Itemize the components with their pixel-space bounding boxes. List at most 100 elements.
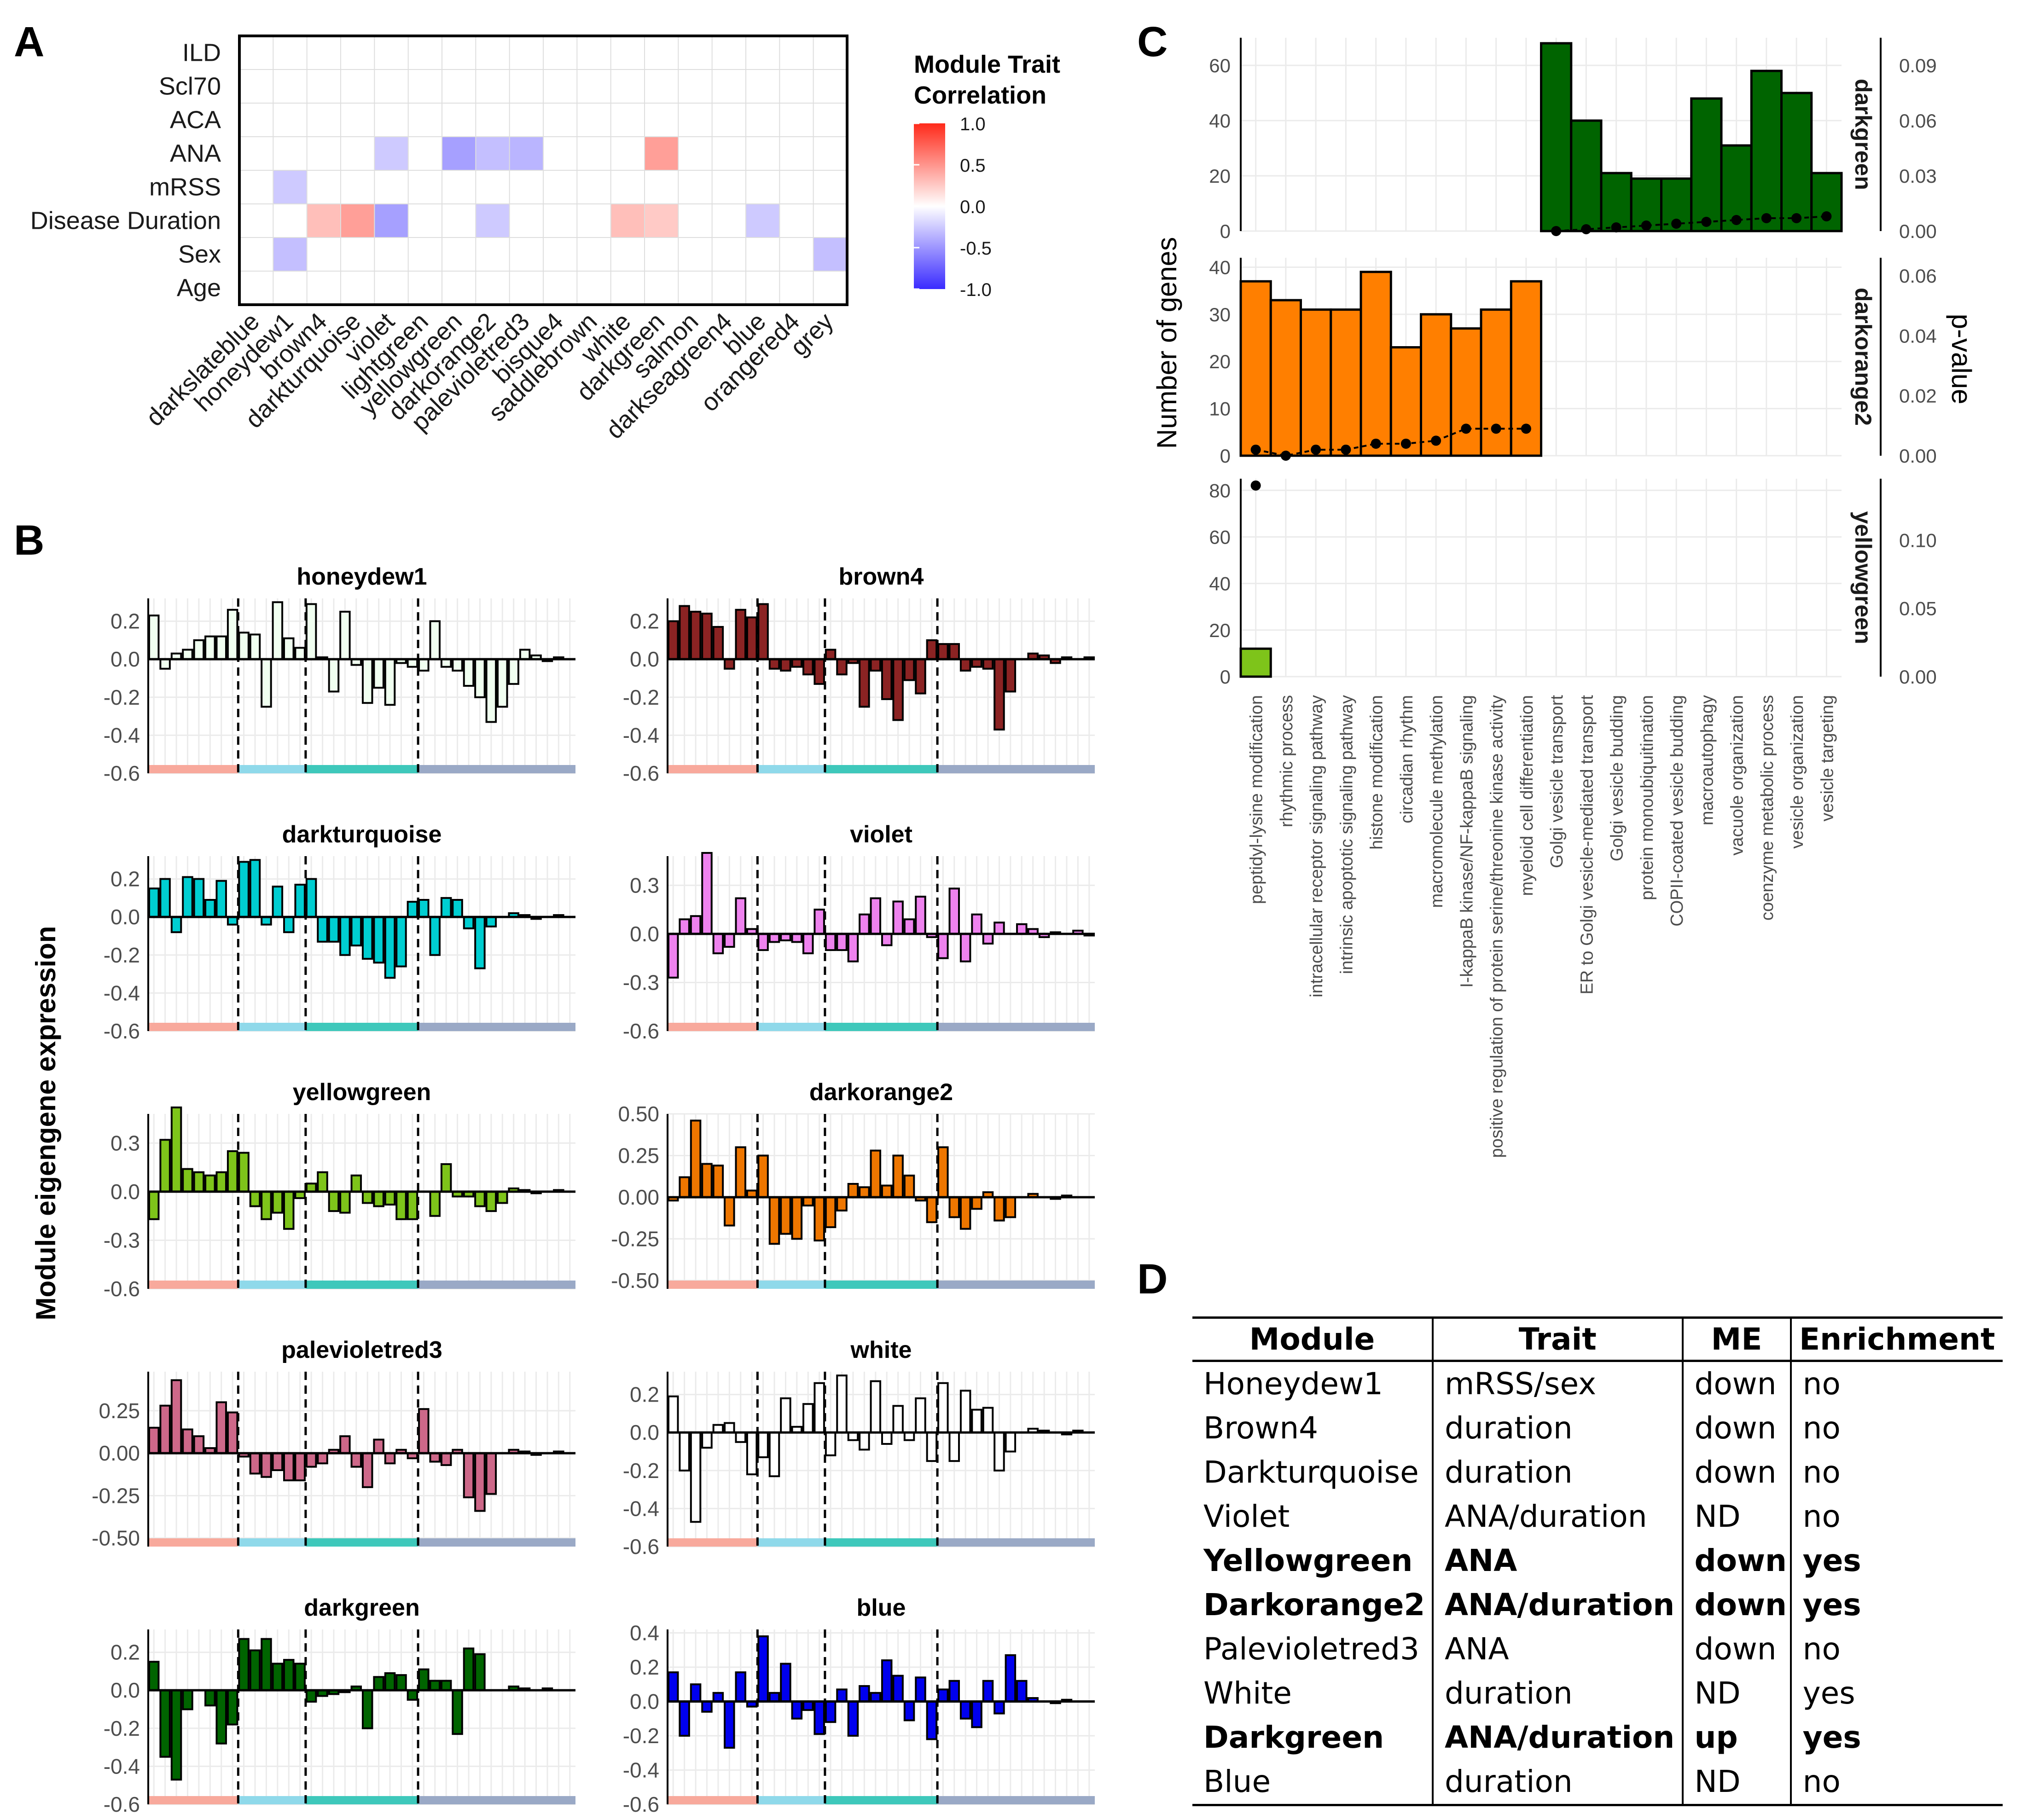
eigengene-bar (418, 1408, 430, 1455)
eigengene-bar (148, 1661, 160, 1692)
category-label: ER to Golgi vesicle-mediated transport (1577, 695, 1597, 995)
eigengene-bar (170, 1106, 182, 1193)
y-tick-label: -0.6 (104, 1277, 140, 1301)
table-header-row: Module Trait ME Enrichment (1192, 1316, 2003, 1362)
eigengene-bar (813, 1700, 825, 1735)
eigengene-bar (768, 1196, 780, 1245)
eigengene-plot-palevioletred3: palevioletred3 0.25 0.00 -0.25 -0.50 (92, 1337, 575, 1550)
pvalue-point (1521, 423, 1531, 434)
eigengene-bar (994, 1196, 1005, 1222)
cell-module: Brown4 (1203, 1410, 1319, 1446)
table-row: Darkorange2 ANA/duration down yes (1192, 1583, 2003, 1627)
table-row: Darkgreen ANA/duration up yes (1192, 1716, 2003, 1760)
eigengene-bar (712, 1692, 724, 1703)
pvalue-point (1250, 480, 1261, 491)
enrichment-bar (1239, 647, 1272, 678)
eigengene-bar (283, 1190, 295, 1230)
eigengene-bar (159, 1689, 171, 1758)
heatmap-row-label: Age (177, 274, 221, 302)
y-tick-label: -0.6 (623, 1535, 659, 1559)
group-bar (757, 1538, 825, 1547)
eigengene-bar (802, 1403, 814, 1434)
eigengene-bar (395, 1674, 407, 1692)
group-bar (668, 1796, 758, 1804)
y-tick-label: 0.00 (618, 1185, 659, 1209)
eigengene-bar (724, 658, 735, 670)
eigengene-bar (272, 1452, 284, 1471)
eigengene-bar (1005, 658, 1017, 693)
group-bar (418, 1281, 575, 1289)
eigengene-bar (813, 658, 825, 685)
group-bar (148, 1538, 238, 1547)
cell-trait: ANA (1431, 1539, 1683, 1583)
table-row: Violet ANA/duration ND no (1192, 1495, 2003, 1539)
heatmap-cell (645, 204, 679, 238)
eigengene-bar (994, 1700, 1005, 1715)
legend-title: Correlation (914, 81, 1046, 109)
eigengene-bar (159, 658, 171, 670)
enrichment-bar (1360, 271, 1392, 457)
enrichment-bar (1300, 308, 1332, 457)
eigengene-bar (757, 1154, 769, 1198)
eigengene-bar (215, 880, 227, 918)
group-bar (825, 765, 938, 773)
y-tick-label: -0.6 (623, 1792, 659, 1816)
eigengene-plot-title: palevioletred3 (281, 1337, 442, 1363)
eigengene-bar (339, 610, 351, 661)
eigengene-bar (859, 1186, 870, 1198)
eigengene-bar (204, 1174, 216, 1193)
eigengene-bar (690, 1119, 702, 1198)
eigengene-bar (679, 1700, 690, 1737)
y-tick-label: 0.0 (110, 647, 140, 671)
y2-tick-label: 0.04 (1899, 325, 1937, 347)
eigengene-bar (701, 1163, 713, 1198)
eigengene-bar (339, 1435, 351, 1455)
eigengene-bar (959, 658, 971, 672)
eigengene-bar (429, 1452, 441, 1463)
heatmap-row-label: ILD (182, 39, 221, 67)
eigengene-bar (735, 609, 746, 661)
eigengene-bar (903, 918, 915, 935)
eigengene-bar (474, 1452, 486, 1512)
eigengene-bar (881, 658, 893, 700)
eigengene-bar (679, 605, 690, 661)
cell-enrichment: no (1790, 1406, 2003, 1450)
cell-enrichment: no (1790, 1495, 2003, 1539)
eigengene-bar (261, 1452, 272, 1478)
eigengene-plot-darkorange2: darkorange2 0.50 0.25 0.00 -0.25 -0.50 (611, 1079, 1095, 1293)
enrichment-bar (1480, 308, 1512, 457)
eigengene-bar (485, 916, 497, 927)
enrichment-panel: Number of genes p-value 02040600.000.030… (1151, 38, 1977, 1158)
eigengene-plot-darkturquoise: darkturquoise 0.2 0.0 -0.2 -0.4 -0.6 (104, 821, 575, 1043)
y-tick-label: -0.6 (104, 1019, 140, 1043)
cell-enrichment: no (1790, 1627, 2003, 1671)
table-row: Darkturquoise duration down no (1192, 1450, 2003, 1495)
y-tick-label: -0.2 (104, 1716, 140, 1740)
eigengene-plot-title: darkorange2 (809, 1079, 953, 1106)
summary-table: Module Trait ME Enrichment Honeydew1 mRSS… (1192, 1316, 2003, 1806)
eigengene-bar (825, 1700, 837, 1723)
eigengene-bar (238, 1152, 250, 1193)
eigengene-bar (881, 1432, 893, 1445)
eigengene-bar (148, 1426, 160, 1455)
eigengene-bar (679, 1176, 690, 1198)
eigengene-bar (361, 658, 373, 704)
header-enrichment: Enrichment (1790, 1316, 2003, 1362)
eigengene-bar (679, 1432, 690, 1472)
eigengene-bar (497, 1190, 508, 1204)
eigengene-bar (305, 1689, 317, 1703)
cell-module: Darkorange2 (1203, 1587, 1425, 1623)
cell-enrichment: yes (1790, 1539, 2003, 1583)
eigengene-bar (485, 658, 497, 723)
y-tick-label: 60 (1209, 55, 1231, 76)
facet-strip-label: darkgreen (1850, 79, 1876, 190)
category-label: circadian rhythm (1397, 695, 1417, 823)
y-tick-label: 0.2 (630, 1383, 659, 1407)
category-label: protein monoubiquitination (1638, 695, 1657, 900)
eigengene-bar (994, 922, 1005, 935)
y-tick-label: 20 (1209, 351, 1231, 372)
eigengene-plot-title: darkturquoise (282, 821, 442, 848)
cell-me: down (1681, 1539, 1791, 1583)
pvalue-point (1461, 423, 1471, 434)
eigengene-bar (384, 1190, 396, 1206)
